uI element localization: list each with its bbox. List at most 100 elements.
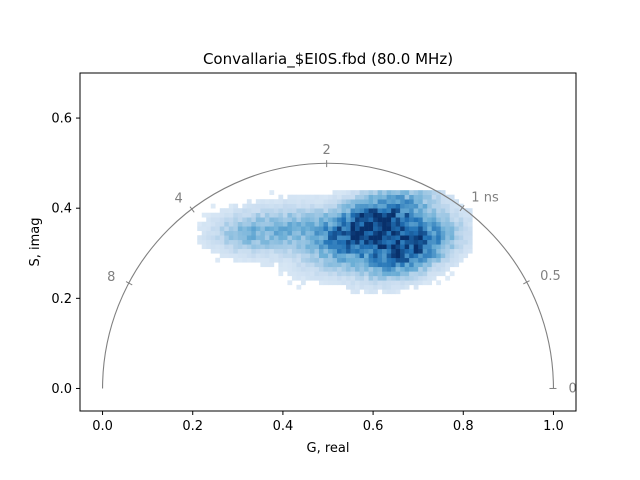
histogram-bin — [391, 217, 396, 223]
histogram-bin — [359, 257, 365, 263]
histogram-bin — [300, 212, 306, 218]
histogram-bin — [359, 266, 365, 272]
histogram-bin — [197, 226, 203, 232]
histogram-bin — [305, 244, 311, 250]
histogram-bin — [219, 212, 225, 218]
histogram-bin — [224, 239, 230, 245]
histogram-bin — [305, 239, 311, 245]
histogram-bin — [296, 239, 302, 245]
histogram-bin — [332, 280, 338, 286]
histogram-bin — [350, 221, 356, 227]
histogram-bin — [400, 235, 405, 241]
histogram-bin — [341, 226, 347, 232]
histogram-bin — [328, 266, 333, 272]
histogram-bin — [255, 235, 261, 241]
histogram-bin — [395, 284, 401, 290]
histogram-bin — [418, 257, 423, 263]
histogram-bin — [449, 221, 455, 227]
histogram-bin — [273, 208, 279, 214]
histogram-bin — [413, 208, 419, 214]
lifetime-label: 8 — [107, 270, 115, 285]
histogram-bin — [377, 262, 383, 268]
histogram-bin — [422, 194, 428, 200]
histogram-bin — [404, 212, 410, 218]
histogram-bin — [359, 203, 365, 209]
histogram-bin — [373, 226, 378, 232]
histogram-bin — [391, 271, 396, 277]
histogram-bin — [431, 194, 437, 200]
histogram-bin — [364, 262, 369, 268]
histogram-bin — [355, 280, 360, 286]
histogram-bin — [377, 248, 383, 254]
histogram-bin — [273, 253, 279, 259]
histogram-bin — [332, 217, 338, 223]
histogram-bin — [463, 217, 469, 223]
histogram-bin — [269, 257, 275, 263]
histogram-bin — [377, 253, 383, 259]
histogram-bin — [350, 239, 356, 245]
histogram-bin — [269, 230, 275, 236]
histogram-bin — [251, 203, 257, 209]
histogram-bin — [346, 235, 351, 241]
histogram-bin — [233, 244, 239, 250]
histogram-bin — [364, 221, 369, 227]
histogram-bin — [422, 248, 428, 254]
histogram-bin — [332, 266, 338, 272]
histogram-bin — [332, 262, 338, 268]
histogram-bin — [291, 230, 297, 236]
histogram-bin — [264, 253, 270, 259]
histogram-bin — [355, 217, 360, 223]
histogram-bin — [255, 217, 261, 223]
histogram-bin — [287, 217, 293, 223]
histogram-bin — [282, 208, 288, 214]
histogram-bin — [328, 275, 333, 281]
histogram-bin — [422, 275, 428, 281]
histogram-bin — [404, 275, 410, 281]
histogram-bin — [341, 239, 347, 245]
histogram-bin — [332, 208, 338, 214]
histogram-bin — [332, 271, 338, 277]
histogram-bin — [278, 239, 284, 245]
histogram-bin — [287, 253, 293, 259]
histogram-bin — [400, 257, 405, 263]
histogram-bin — [413, 199, 419, 204]
histogram-bin — [440, 190, 446, 195]
histogram-bin — [305, 226, 311, 232]
histogram-bin — [427, 235, 433, 241]
histogram-bin — [300, 194, 306, 200]
histogram-bin — [318, 194, 324, 200]
histogram-bin — [305, 275, 311, 281]
histogram-bin — [201, 239, 207, 245]
histogram-bin — [242, 248, 248, 254]
histogram-bin — [210, 248, 216, 254]
histogram-bin — [400, 221, 405, 227]
histogram-bin — [350, 194, 356, 200]
histogram-bin — [386, 208, 392, 214]
histogram-bin — [386, 271, 392, 277]
histogram-bin — [418, 217, 423, 223]
histogram-bin — [260, 208, 266, 214]
histogram-bin — [368, 221, 374, 227]
histogram-bin — [377, 235, 383, 241]
histogram-bin — [400, 208, 405, 214]
histogram-bin — [260, 239, 266, 245]
histogram-bin — [445, 221, 451, 227]
histogram-bin — [264, 248, 270, 254]
histogram-bin — [445, 203, 451, 209]
histogram-bin — [449, 226, 455, 232]
histogram-bin — [449, 212, 455, 218]
histogram-bin — [264, 262, 270, 268]
histogram-bin — [431, 266, 437, 272]
histogram-bin — [337, 199, 342, 204]
histogram-bin — [409, 257, 414, 263]
histogram-bin — [436, 280, 442, 286]
histogram-bin — [264, 244, 270, 250]
histogram-bin — [422, 190, 428, 195]
histogram-bin — [445, 212, 451, 218]
histogram-bin — [467, 221, 473, 227]
histogram-bin — [237, 253, 243, 259]
histogram-bin — [359, 253, 365, 259]
histogram-bin — [309, 262, 315, 268]
histogram-bin — [400, 284, 405, 290]
histogram-bin — [395, 280, 401, 286]
